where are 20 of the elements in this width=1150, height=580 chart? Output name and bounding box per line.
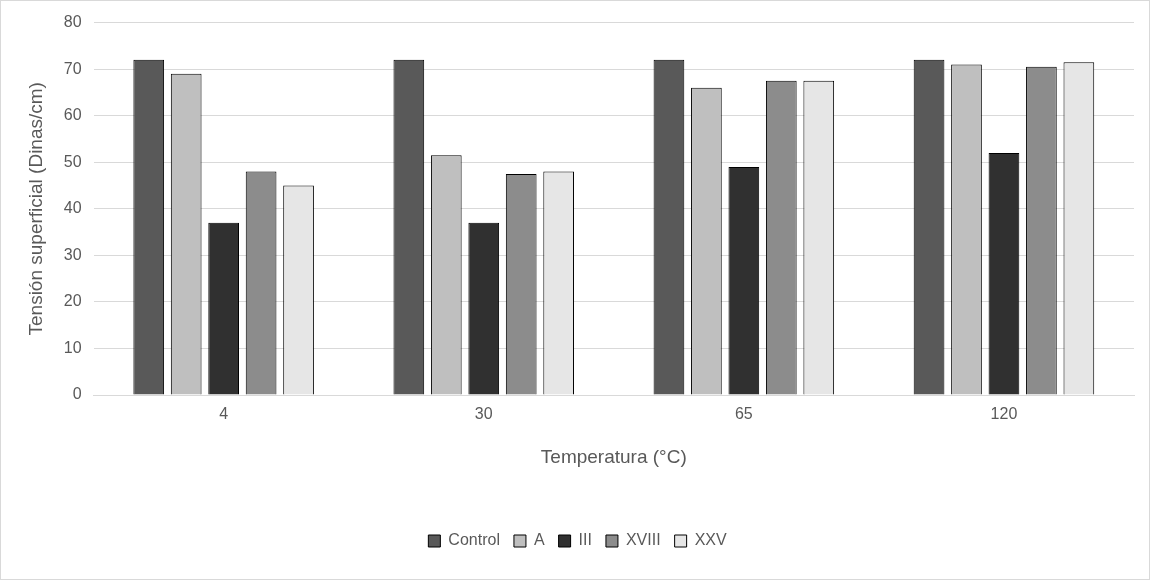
- legend-label: Control: [448, 531, 500, 549]
- y-tick-label: 60: [63, 106, 82, 124]
- y-tick-label: 80: [63, 13, 82, 31]
- y-axis-title: Tensión superficial (Dinas/cm): [24, 82, 46, 336]
- x-axis-title: Temperatura (°C): [540, 445, 687, 467]
- legend-label: XVIII: [625, 531, 661, 549]
- y-tick-label: 0: [72, 385, 82, 403]
- y-tick-label: 40: [63, 199, 82, 217]
- legend-label: A: [533, 531, 545, 549]
- y-tick-label: 50: [63, 152, 82, 170]
- y-tick-label: 70: [63, 59, 82, 77]
- y-tick-label: 20: [63, 292, 82, 310]
- y-tick-label: 10: [63, 338, 82, 356]
- x-tick-label: 65: [734, 405, 753, 423]
- y-tick-label: 30: [63, 245, 82, 263]
- legend-label: III: [578, 531, 592, 549]
- x-tick-label: 120: [990, 405, 1018, 423]
- x-tick-label: 4: [219, 405, 229, 423]
- legend-label: XXV: [694, 531, 727, 549]
- x-tick-label: 30: [474, 405, 493, 423]
